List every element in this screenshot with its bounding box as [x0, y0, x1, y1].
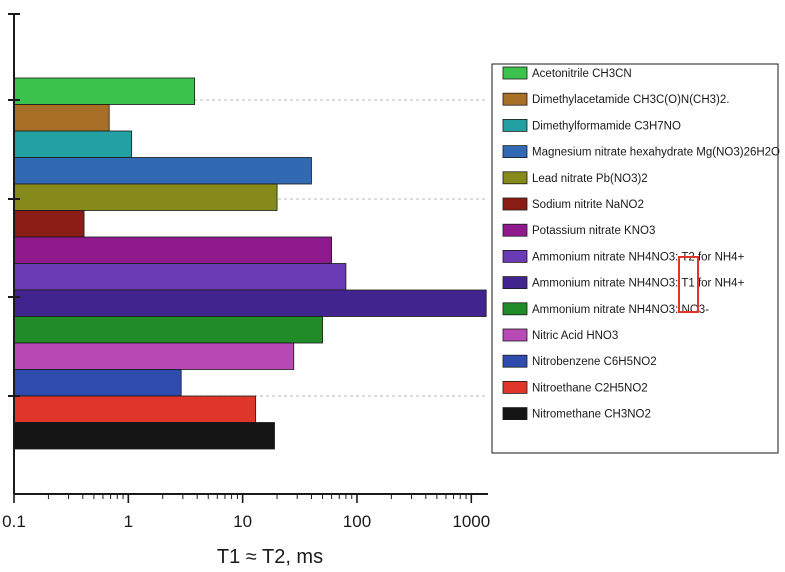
bar-11: [13, 342, 295, 370]
bar-9: [13, 289, 487, 317]
legend-swatch-13: [502, 380, 528, 394]
bar-1: [13, 77, 196, 105]
bar-6: [13, 210, 85, 238]
bar-8: [13, 263, 347, 291]
bars: [13, 77, 487, 450]
axes: [13, 14, 488, 495]
legend-swatch-10: [502, 302, 528, 316]
legend-label-11: Nitric Acid HNO3: [532, 330, 618, 342]
bar-4: [13, 157, 312, 185]
legend-label-14: Nitromethane CH3NO2: [532, 409, 651, 421]
x-ticks: 0.1 1 10 100 1000: [2, 494, 490, 531]
legend-label-4: Magnesium nitrate hexahydrate Mg(NO3)26H…: [532, 147, 780, 159]
bar-5: [13, 183, 278, 211]
legend-label-12: Nitrobenzene C6H5NO2: [532, 356, 657, 368]
bar-14: [13, 422, 275, 450]
legend-swatch-12: [502, 354, 528, 368]
legend-swatch-8: [502, 249, 528, 263]
legend-box: [491, 63, 779, 454]
x-tick-label-1000: 1000: [452, 512, 490, 531]
x-axis-title: T1 ≈ T2, ms: [217, 546, 323, 568]
bar-12: [13, 369, 182, 397]
legend: Acetonitrile CH3CN Dimethylacetamide CH3C…: [491, 63, 780, 454]
x-tick-label-1: 1: [124, 512, 133, 531]
legend-label-8: Ammonium nitrate NH4NO3: T2 for NH4+: [532, 251, 745, 263]
legend-swatch-3: [502, 119, 528, 132]
bar-2: [13, 104, 110, 132]
x-tick-label-10: 10: [233, 512, 252, 531]
legend-swatch-5: [502, 171, 528, 185]
bar-13: [13, 395, 257, 423]
legend-swatch-6: [502, 197, 528, 211]
y-ticks: [8, 13, 20, 397]
legend-label-13: Nitroethane C2H5NO2: [532, 382, 648, 394]
legend-swatch-2: [502, 92, 528, 106]
legend-swatch-1: [502, 66, 528, 80]
legend-swatch-7: [502, 223, 528, 237]
legend-label-1: Acetonitrile CH3CN: [532, 68, 632, 80]
legend-swatch-11: [502, 328, 528, 342]
legend-label-2: Dimethylacetamide CH3C(O)N(CH3)2.: [532, 94, 729, 106]
highlight-annotation-box: [678, 256, 699, 313]
bar-10: [13, 316, 323, 344]
legend-label-5: Lead nitrate Pb(NO3)2: [532, 173, 648, 185]
legend-label-3: Dimethylformamide C3H7NO: [532, 120, 681, 132]
bar-7: [13, 236, 333, 264]
bar-3: [13, 130, 133, 158]
x-tick-label-100: 100: [343, 512, 371, 531]
legend-label-9: Ammonium nitrate NH4NO3: T1 for NH4+: [532, 278, 745, 290]
legend-label-6: Sodium nitrite NaNO2: [532, 199, 644, 211]
legend-label-10: Ammonium nitrate NH4NO3: NO3-: [532, 304, 709, 316]
legend-swatch-4: [502, 145, 528, 159]
legend-swatch-9: [502, 276, 528, 290]
x-tick-label-0.1: 0.1: [2, 512, 26, 531]
legend-swatch-14: [502, 407, 528, 421]
legend-label-7: Potassium nitrate KNO3: [532, 225, 655, 237]
